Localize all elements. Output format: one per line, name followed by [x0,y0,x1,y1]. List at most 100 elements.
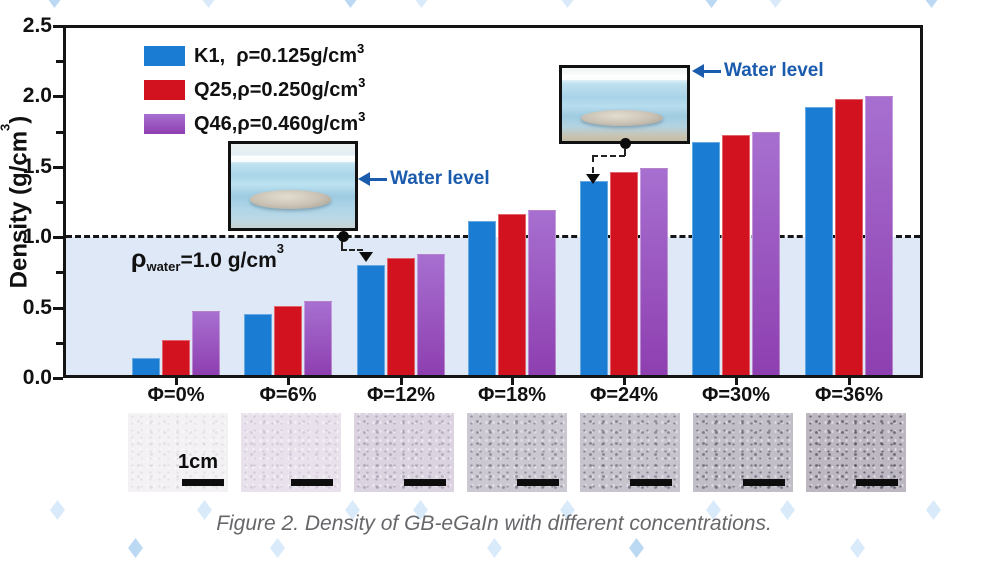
watermark-diamond-icon [924,0,939,8]
connector-1-segment [341,241,343,250]
legend: K1, ρ=0.125g/cm 3 Q25,ρ=0.250g/cm 3 Q46,ρ=… [144,41,365,147]
legend-swatch-k1 [144,46,185,66]
y-minor-tick [56,341,63,345]
connector-2-segment [592,156,594,173]
bar-k1-phi24 [580,181,608,375]
bar-group-36pct [805,96,893,375]
watermark-diamond-icon [629,538,644,558]
sample-photo-phi24 [580,413,680,492]
scale-bar [291,479,333,486]
watermark-diamond-icon [201,0,216,8]
bar-k1-phi6 [244,314,272,375]
y-tick-mark [53,165,63,169]
watermark-diamond-icon [413,500,428,520]
x-tick-label: Φ=12% [366,384,436,406]
inset-photo-floating-phi24 [559,65,690,144]
bar-q25-phi12 [387,258,415,375]
watermark-diamond-icon [780,500,795,520]
x-tick-mark [623,378,626,385]
x-tick-label: Φ=18% [477,384,547,406]
arrow-shaft [370,177,387,181]
legend-item-q46: Q46,ρ=0.460g/cm 3 [144,109,365,135]
watermark-diamond-icon [343,0,358,8]
bar-group-24pct [580,168,668,375]
y-tick-label: 2.5 [22,14,52,37]
connector-arrow-2 [586,174,600,184]
water-density-label: ρwater=1.0 g/cm3 [131,240,284,275]
floating-composite-disc [580,110,664,127]
bar-q25-phi18 [498,214,526,375]
watermark-diamond-icon [47,0,62,8]
y-tick-mark [53,377,63,380]
x-tick-mark [848,378,851,385]
watermark-diamond-icon [50,500,65,520]
watermark-diamond-icon [128,538,143,558]
bar-q46-phi18 [528,210,556,375]
y-tick-label: 1.0 [22,225,52,249]
watermark-diamond-icon [706,500,721,520]
bar-k1-phi0 [132,358,160,375]
bar-k1-phi30 [692,142,720,375]
plot-area [63,25,923,378]
scale-bar [404,479,446,486]
watermark-diamond-icon [197,500,212,520]
bar-q46-phi12 [417,254,445,375]
y-axis-title: Density (g/cm3) [0,115,33,289]
y-tick-mark [53,306,63,310]
x-tick-mark [400,378,403,385]
bar-group-12pct [357,254,445,375]
water-surface [231,155,355,162]
x-tick-mark [511,378,514,385]
legend-swatch-q46 [144,114,185,134]
x-tick-label: Φ=0% [147,384,205,406]
x-tick-mark [287,378,290,385]
y-tick-label: 2.0 [22,84,52,108]
bar-k1-phi12 [357,265,385,375]
watermark-diamond-icon [926,500,941,520]
x-tick-mark [735,378,738,385]
legend-swatch-q25 [144,80,185,100]
bar-q25-phi24 [610,172,638,375]
bar-k1-phi18 [468,221,496,375]
sample-photo-phi36 [806,413,906,492]
watermark-diamond-icon [560,0,575,8]
bar-q46-phi24 [640,168,668,375]
connector-dot-2 [620,138,631,149]
x-tick-label: Φ=24% [589,384,659,406]
legend-item-k1: K1, ρ=0.125g/cm 3 [144,41,365,67]
scale-bar [182,479,224,486]
bar-q25-phi6 [274,306,302,375]
scale-bar [856,479,898,486]
y-tick-label: 1.5 [22,154,52,178]
connector-2-segment [624,148,626,156]
left-arrow-icon [692,64,704,78]
bar-k1-phi36 [805,107,833,375]
watermark-diamond-icon [768,0,783,8]
figure-caption: Figure 2. Density of GB-eGaIn with diffe… [216,512,772,535]
bar-group-30pct [692,132,780,375]
watermark-diamond-icon [704,0,719,8]
sample-photo-phi30 [693,413,793,492]
y-tick-mark [53,25,63,28]
y-tick-mark [53,95,63,99]
watermark-diamond-icon [270,538,285,558]
inset-photo-floating-phi12 [228,141,358,231]
watermark-diamond-icon [560,500,575,520]
scale-bar [743,479,785,486]
y-tick-mark [53,236,63,240]
bar-q46-phi6 [304,301,332,375]
bar-group-0pct [132,311,220,375]
sample-photo-phi6 [241,413,341,492]
connector-arrow-1 [359,252,373,262]
water-surface [562,75,687,81]
legend-item-q25: Q25,ρ=0.250g/cm 3 [144,75,365,101]
scale-bar [630,479,672,486]
y-minor-tick [56,201,63,204]
connector-1-segment [341,249,363,251]
sample-photo-phi12 [354,413,454,492]
water-level-annotation-1: Water level [358,168,490,189]
watermark-diamond-icon [487,538,502,558]
y-minor-tick [56,60,63,64]
bar-group-18pct [468,210,556,375]
